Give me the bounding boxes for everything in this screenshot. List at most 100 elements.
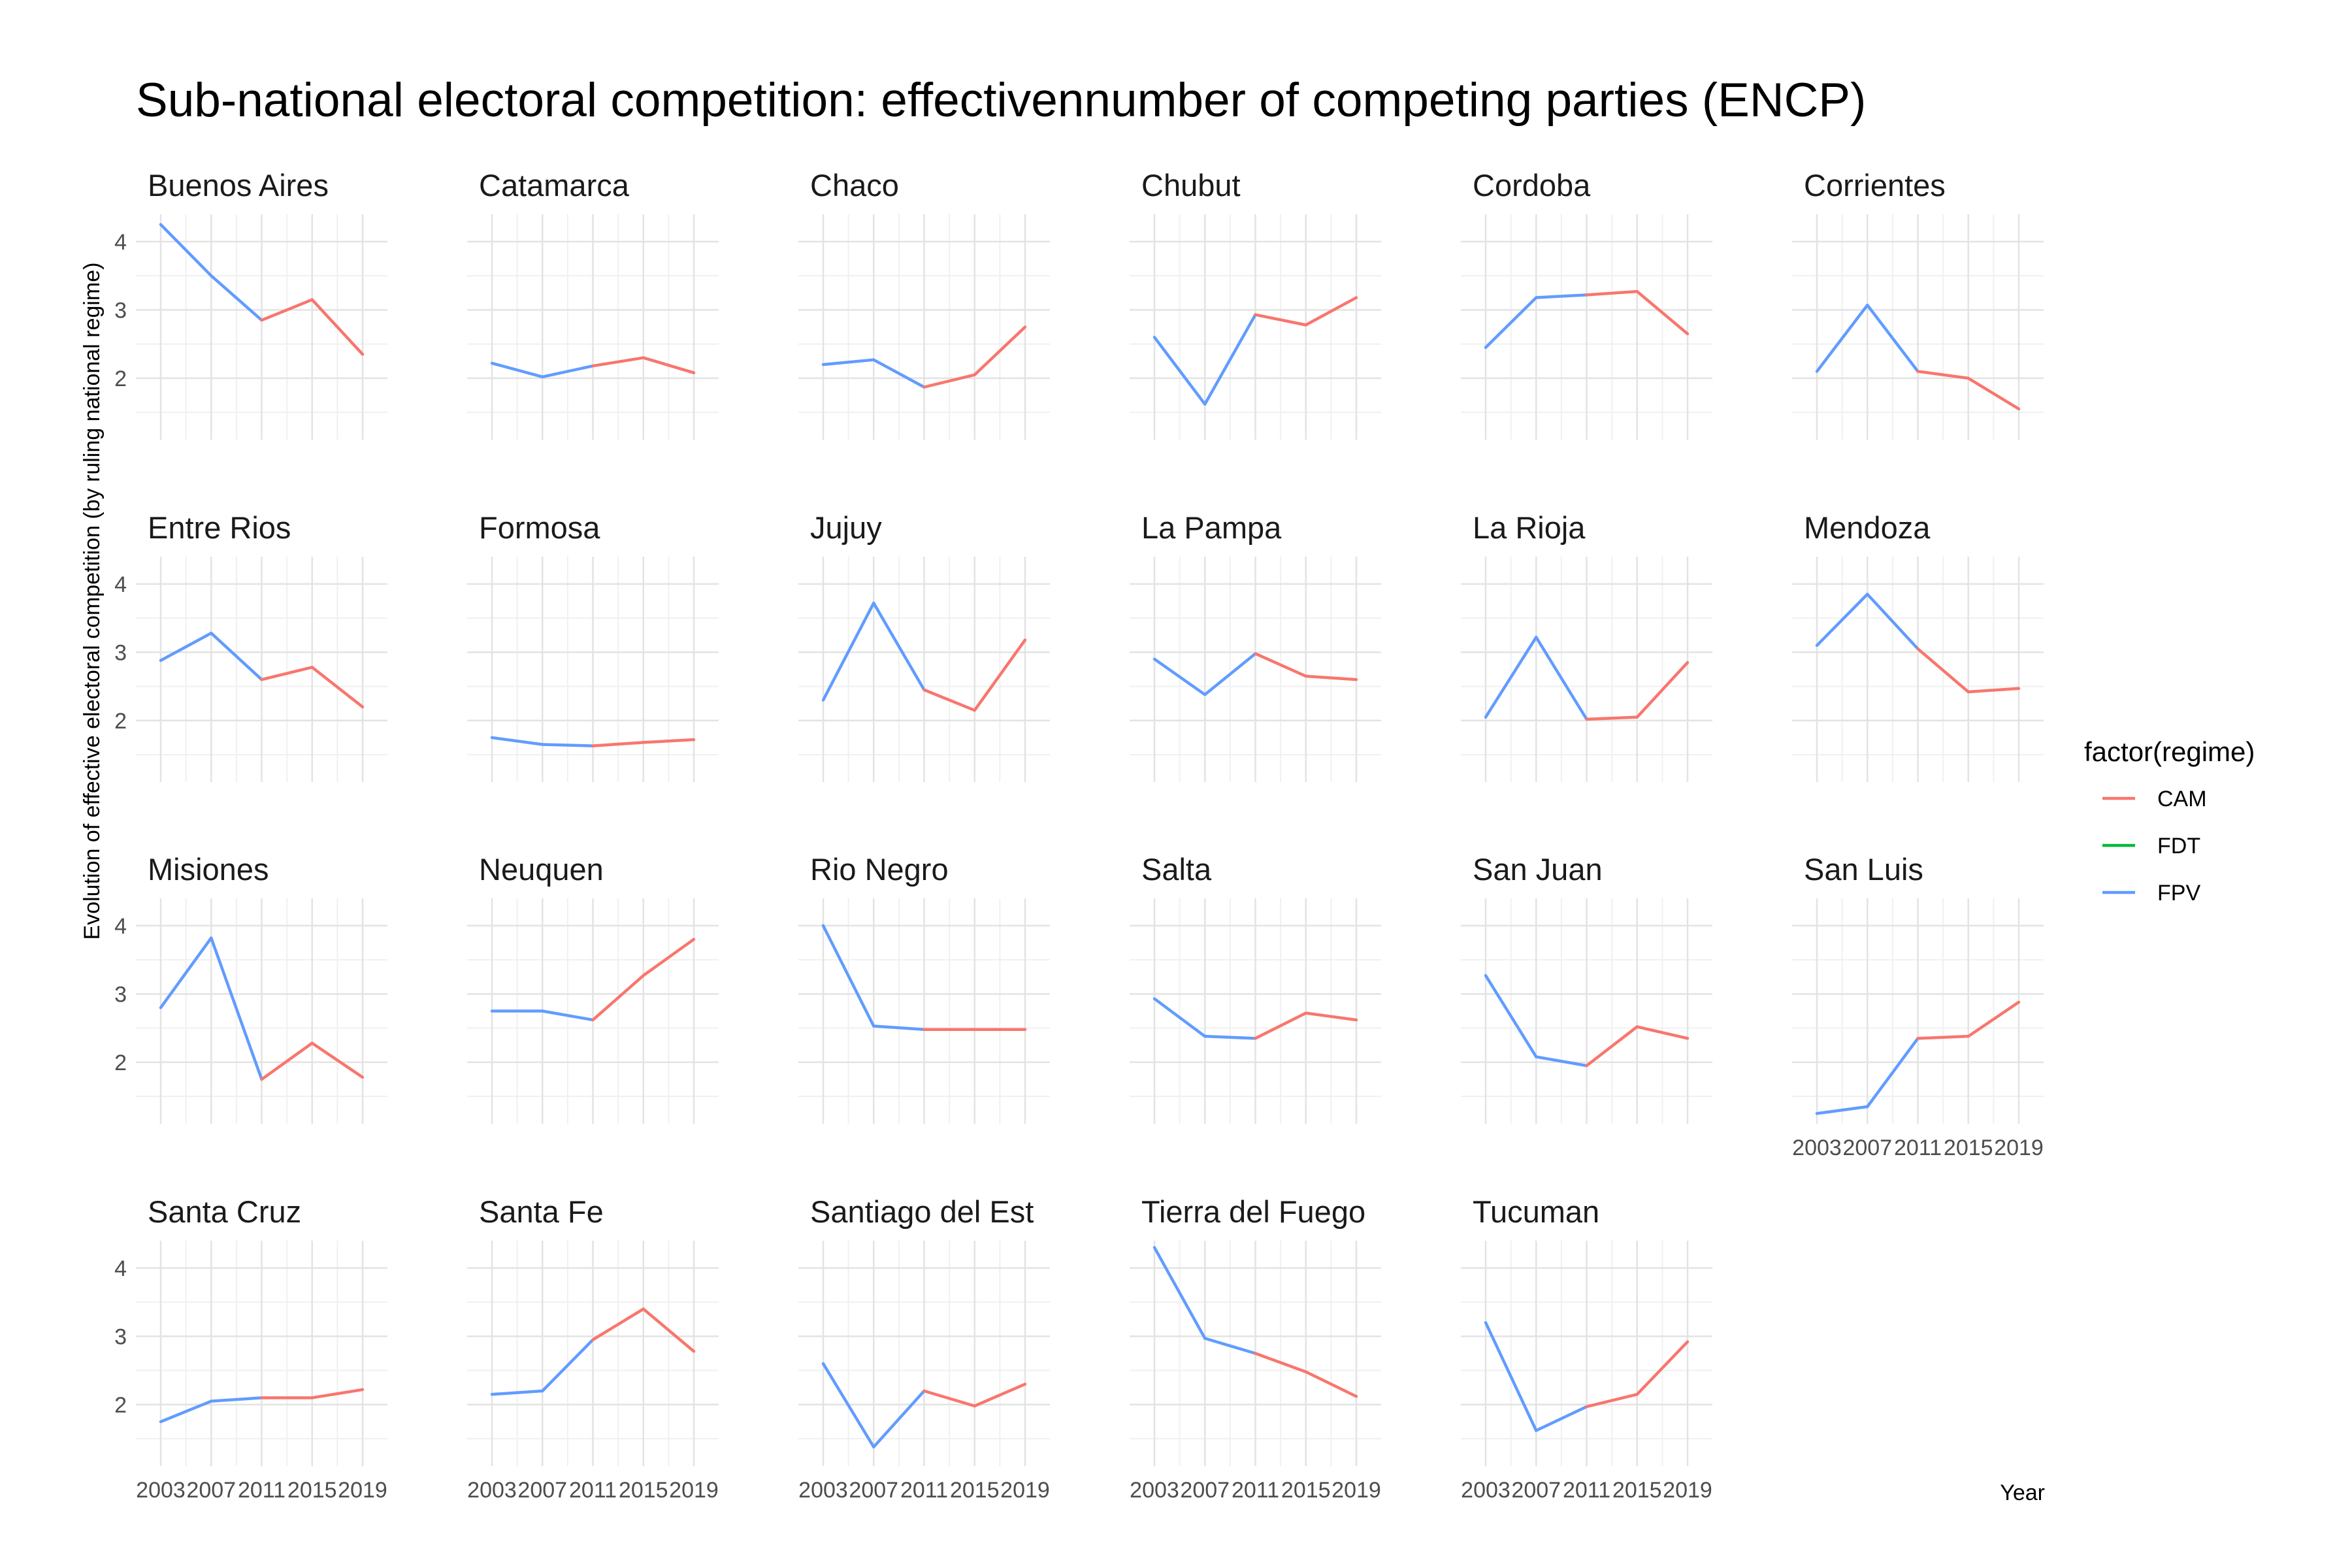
line-segment-mendoza-3 (1967, 687, 2021, 694)
strip-label-rio-negro: Rio Negro (810, 852, 949, 887)
x-tick-label-tierra-del-fuego-2015: 2015 (1281, 1478, 1331, 1503)
facet-mendoza: Mendoza (1792, 510, 2044, 782)
line-segment-santa-fe-1 (541, 1338, 595, 1393)
facet-formosa: Formosa (467, 510, 719, 782)
line-segment-jujuy-0 (821, 601, 875, 702)
line-segment-salta-2 (1254, 1011, 1307, 1040)
line-segment-cordoba-0 (1484, 296, 1538, 350)
y-tick-label-buenos-aires-3: 3 (114, 298, 127, 323)
x-tick-label-san-luis-2011: 2011 (1894, 1135, 1942, 1160)
strip-label-chaco: Chaco (810, 168, 899, 203)
line-segment-cordoba-3 (1635, 289, 1690, 336)
x-tick-label-santiago-del-est-2015: 2015 (950, 1478, 1000, 1503)
line-segment-misiones-3 (310, 1041, 365, 1079)
line-segment-rio-negro-1 (872, 1024, 926, 1031)
facet-san-luis: San Luis 2003 2007 2011 2015 2019 (1792, 852, 2044, 1160)
x-tick-label-santa-fe-2015: 2015 (619, 1478, 668, 1503)
y-tick-label-misiones-2: 2 (114, 1051, 127, 1075)
line-segment-chubut-3 (1304, 296, 1358, 327)
legend: factor(regime) CAM FDT FPV (2084, 736, 2255, 906)
line-segment-jujuy-2 (923, 688, 976, 712)
line-segment-santa-cruz-3 (310, 1388, 365, 1399)
x-tick-label-santa-cruz-2007: 2007 (186, 1478, 236, 1503)
line-segment-catamarca-1 (541, 364, 595, 379)
line-segment-san-luis-3 (1967, 1000, 2021, 1038)
line-segment-la-pampa-2 (1254, 652, 1307, 678)
strip-label-la-pampa: La Pampa (1141, 510, 1282, 545)
line-segment-salta-3 (1304, 1011, 1358, 1022)
x-tick-label-tucuman-2003: 2003 (1461, 1478, 1511, 1503)
x-tick-label-santiago-del-est-2011: 2011 (900, 1478, 948, 1503)
line-segment-santiago-del-est-1 (872, 1389, 926, 1448)
facet-santiago-del-est: Santiago del Est 2003 2007 2011 2015 2019 (798, 1194, 1050, 1503)
line-segment-santa-fe-2 (591, 1307, 645, 1341)
line-segment-tucuman-1 (1535, 1405, 1588, 1432)
x-axis-label: Year (2000, 1480, 2045, 1505)
facet-panels: Buenos Aires 2 3 4 Catamarca Chaco Chubut Cordo… (114, 168, 2044, 1503)
strip-label-corrientes: Corrientes (1804, 168, 1946, 203)
strip-label-entre-rios: Entre Rios (148, 510, 291, 545)
legend-label-fdt: FDT (2157, 834, 2200, 858)
line-segment-tucuman-0 (1484, 1321, 1538, 1432)
x-tick-label-tucuman-2019: 2019 (1663, 1478, 1712, 1503)
line-segment-neuquen-3 (642, 938, 696, 977)
line-segment-corrientes-1 (1866, 303, 1919, 373)
line-segment-san-luis-2 (1916, 1034, 1970, 1040)
line-segment-catamarca-3 (642, 356, 696, 374)
line-segment-chaco-2 (923, 373, 976, 389)
line-segment-cordoba-2 (1585, 289, 1639, 297)
facet-jujuy: Jujuy (798, 510, 1050, 782)
line-segment-rio-negro-0 (821, 924, 875, 1028)
legend-label-fpv: FPV (2157, 881, 2200, 906)
y-tick-label-buenos-aires-2: 2 (114, 367, 127, 391)
line-segment-la-rioja-1 (1535, 636, 1588, 721)
x-tick-label-san-luis-2003: 2003 (1792, 1135, 1842, 1160)
y-tick-label-santa-cruz-4: 4 (114, 1256, 127, 1281)
x-tick-label-san-luis-2007: 2007 (1842, 1135, 1892, 1160)
chart-title: Sub-national electoral competition: effe… (136, 74, 1866, 127)
line-segment-jujuy-1 (872, 601, 926, 692)
line-segment-mendoza-0 (1815, 593, 1869, 647)
line-segment-misiones-2 (260, 1041, 314, 1081)
facet-tierra-del-fuego: Tierra del Fuego 2003 2007 2011 2015 2019 (1130, 1194, 1381, 1503)
strip-label-misiones: Misiones (148, 852, 269, 887)
line-segment-chubut-0 (1152, 335, 1207, 406)
x-tick-label-santa-fe-2019: 2019 (669, 1478, 719, 1503)
line-segment-neuquen-1 (541, 1009, 595, 1022)
x-tick-label-tucuman-2007: 2007 (1511, 1478, 1561, 1503)
line-segment-santa-cruz-0 (159, 1399, 213, 1424)
line-segment-san-juan-3 (1635, 1025, 1690, 1040)
line-segment-mendoza-1 (1866, 593, 1919, 651)
line-segment-corrientes-2 (1916, 370, 1970, 380)
line-segment-santa-fe-3 (642, 1307, 696, 1353)
x-tick-label-san-luis-2019: 2019 (1994, 1135, 2044, 1160)
facet-chaco: Chaco (798, 168, 1050, 440)
line-segment-salta-0 (1152, 997, 1207, 1038)
line-segment-la-rioja-0 (1484, 636, 1538, 719)
y-tick-label-entre-rios-2: 2 (114, 709, 127, 734)
line-segment-chaco-0 (821, 358, 875, 367)
y-tick-label-entre-rios-4: 4 (114, 572, 127, 597)
line-segment-catamarca-2 (591, 356, 645, 368)
y-tick-label-entre-rios-3: 3 (114, 640, 127, 665)
x-tick-label-tucuman-2015: 2015 (1612, 1478, 1662, 1503)
line-segment-san-juan-1 (1535, 1055, 1588, 1068)
x-tick-label-santiago-del-est-2019: 2019 (1000, 1478, 1050, 1503)
strip-label-la-rioja: La Rioja (1473, 510, 1586, 545)
line-segment-mendoza-2 (1916, 647, 1970, 694)
x-tick-label-santa-cruz-2003: 2003 (136, 1478, 186, 1503)
x-tick-label-tierra-del-fuego-2003: 2003 (1130, 1478, 1179, 1503)
strip-label-san-luis: San Luis (1804, 852, 1923, 887)
strip-label-santa-fe: Santa Fe (479, 1194, 604, 1229)
line-segment-santa-cruz-1 (210, 1396, 263, 1403)
strip-label-santiago-del-est: Santiago del Est (810, 1194, 1034, 1229)
line-segment-tierra-del-fuego-2 (1254, 1352, 1307, 1373)
line-segment-tierra-del-fuego-3 (1304, 1370, 1358, 1398)
line-segment-entre-rios-1 (210, 631, 263, 681)
line-segment-santiago-del-est-0 (821, 1362, 875, 1448)
line-segment-entre-rios-0 (159, 631, 213, 662)
facet-santa-cruz: Santa Cruz 2 3 4 2003 2007 2011 2015 2019 (114, 1194, 387, 1503)
line-segment-salta-1 (1203, 1034, 1257, 1040)
line-segment-la-pampa-0 (1152, 657, 1207, 696)
